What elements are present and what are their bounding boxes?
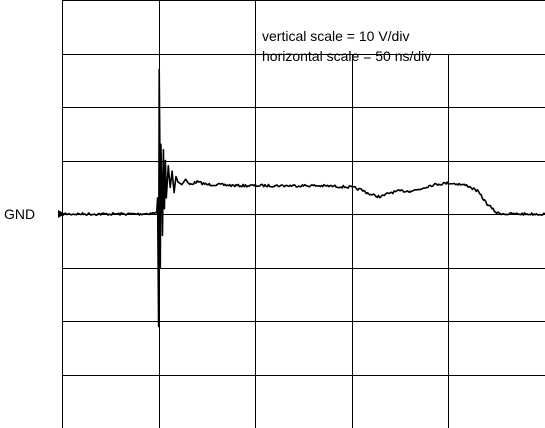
data-point	[525, 213, 527, 215]
data-point	[235, 185, 237, 187]
data-point	[158, 325, 160, 327]
data-point	[188, 184, 191, 186]
data-point	[476, 190, 478, 192]
data-point	[370, 194, 372, 196]
data-point	[169, 186, 171, 188]
data-point	[138, 213, 140, 215]
data-point	[185, 178, 187, 180]
data-point	[438, 183, 440, 185]
data-point	[206, 184, 208, 186]
data-point	[331, 185, 334, 187]
data-point	[177, 181, 179, 183]
data-point	[100, 213, 102, 215]
data-point	[161, 234, 164, 236]
data-point	[273, 185, 276, 187]
data-point	[360, 189, 363, 191]
data-point	[160, 143, 162, 145]
trace	[61, 68, 545, 328]
data-point	[380, 196, 382, 198]
data-point	[119, 213, 121, 215]
horizontal-scale-annotation: horizontal scale = 50 ns/div	[262, 48, 431, 64]
data-point	[351, 186, 353, 188]
data-point	[175, 176, 177, 178]
data-point	[389, 192, 391, 194]
data-point	[293, 185, 295, 187]
data-point	[428, 185, 430, 187]
data-point	[158, 68, 160, 71]
data-point	[165, 197, 167, 199]
data-point	[161, 181, 163, 183]
data-point	[467, 185, 469, 187]
data-point	[163, 208, 165, 210]
vertical-scale-annotation: vertical scale = 10 V/div	[262, 28, 409, 44]
data-point	[216, 184, 218, 186]
data-point	[162, 149, 164, 151]
data-point	[505, 213, 507, 215]
data-point	[159, 266, 161, 269]
data-point	[167, 165, 169, 167]
data-point	[254, 185, 256, 187]
data-point	[312, 185, 314, 187]
data-point	[156, 212, 158, 214]
data-point	[173, 192, 175, 194]
data-point	[496, 212, 498, 214]
data-point	[196, 181, 198, 183]
data-point	[486, 203, 488, 205]
data-point	[181, 184, 183, 186]
data-point	[159, 138, 161, 140]
ground-label: GND	[4, 206, 35, 222]
data-point	[171, 170, 173, 172]
data-point	[80, 213, 82, 215]
data-point	[61, 213, 63, 215]
data-point	[457, 183, 459, 185]
data-point	[157, 197, 159, 199]
data-point	[447, 182, 449, 184]
data-point	[399, 190, 401, 192]
data-point	[164, 159, 166, 162]
data-point	[418, 188, 420, 190]
series-line	[61, 68, 545, 328]
annotation-box	[256, 1, 545, 54]
data-point	[409, 190, 411, 192]
